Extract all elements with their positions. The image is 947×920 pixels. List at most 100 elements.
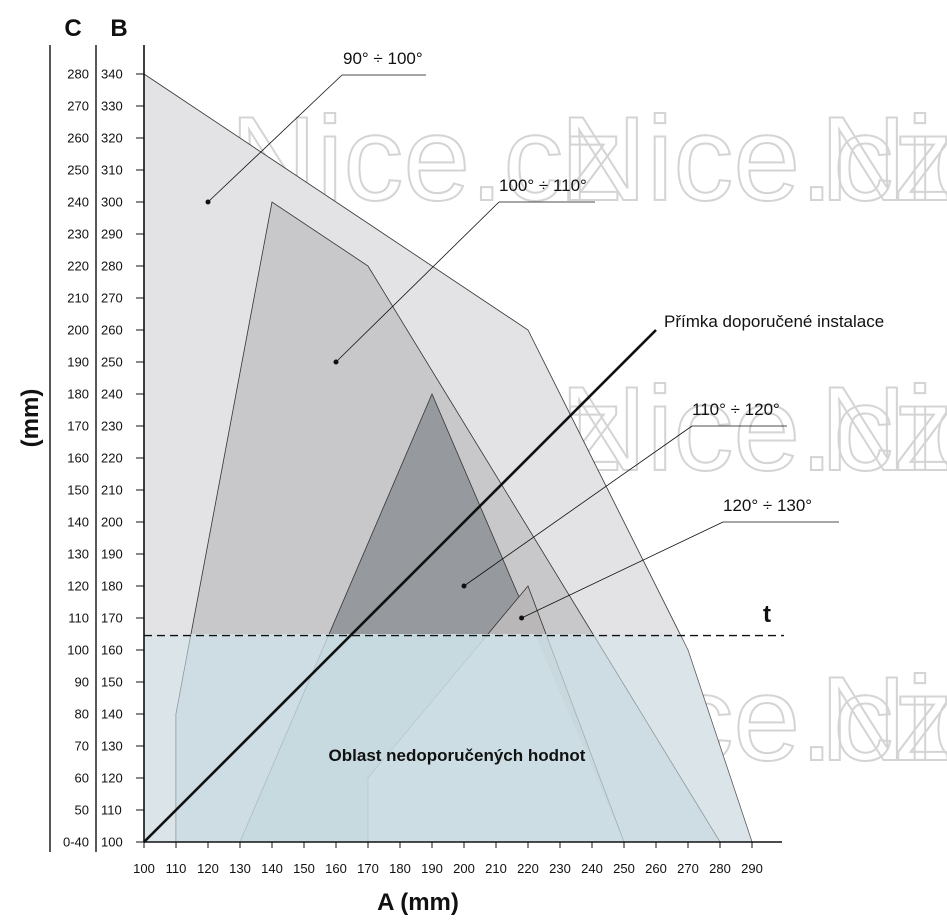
y-tick-C-label: 80 — [75, 707, 89, 722]
y-tick-B-label: 280 — [101, 259, 123, 274]
overlay-area-90-100 — [144, 634, 752, 842]
y-tick-B-label: 100 — [101, 835, 123, 850]
y-tick-C-label: 210 — [67, 291, 89, 306]
y-tick-C-label: 130 — [67, 547, 89, 562]
axis-B-title: B — [110, 15, 127, 42]
x-tick-label: 230 — [549, 861, 571, 876]
y-tick-B-label: 190 — [101, 547, 123, 562]
leader-line-area-120-130 — [521, 521, 724, 619]
x-tick-label: 250 — [613, 861, 635, 876]
x-tick-label: 150 — [293, 861, 315, 876]
y-tick-B-label: 150 — [101, 675, 123, 690]
overlay-clip-group — [144, 634, 752, 842]
y-tick-B-label: 160 — [101, 643, 123, 658]
y-tick-C-label: 280 — [67, 67, 89, 82]
y-tick-B-label: 110 — [101, 803, 122, 818]
y-tick-C-label: 50 — [75, 803, 89, 818]
y-tick-C-label: 150 — [67, 483, 89, 498]
reference-lines — [143, 329, 784, 843]
y-tick-B-label: 260 — [101, 323, 123, 338]
series-label-area-90-100: 90° ÷ 100° — [343, 49, 423, 68]
leader-line-area-90-100 — [207, 74, 343, 203]
y-tick-B-label: 180 — [101, 579, 123, 594]
y-tick-C-label: 60 — [75, 771, 89, 786]
y-tick-B-label: 270 — [101, 291, 123, 306]
watermark-text: Nice.cz — [820, 362, 947, 496]
y-tick-C-label: 240 — [67, 195, 89, 210]
x-tick-label: 110 — [166, 861, 187, 876]
y-tick-B-label: 290 — [101, 227, 123, 242]
x-tick-label: 190 — [421, 861, 443, 876]
series-areas — [143, 73, 753, 843]
y-tick-C-label: 70 — [75, 739, 89, 754]
axis-C-title: C — [64, 15, 81, 42]
y-tick-C-label: 230 — [67, 227, 89, 242]
y-tick-C-label: 260 — [67, 131, 89, 146]
y-tick-C-label: 110 — [68, 611, 89, 626]
x-tick-label: 100 — [133, 861, 155, 876]
y-tick-C-label: 0-40 — [63, 835, 89, 850]
threshold-label-t: t — [763, 601, 771, 628]
x-tick-label: 160 — [325, 861, 347, 876]
x-tick-label: 170 — [357, 861, 379, 876]
x-tick-label: 240 — [581, 861, 603, 876]
y-tick-C-label: 200 — [67, 323, 89, 338]
y-tick-B-label: 210 — [101, 483, 123, 498]
y-tick-C-label: 90 — [75, 675, 89, 690]
series-label-area-100-110: 100° ÷ 110° — [499, 176, 587, 195]
y-tick-B-label: 230 — [101, 419, 123, 434]
y-tick-B-label: 130 — [101, 739, 123, 754]
y-unit-label: (mm) — [17, 389, 44, 448]
overlay-area-110-120 — [240, 634, 624, 842]
y-tick-B-label: 320 — [101, 131, 123, 146]
not-recommended-overlay — [144, 634, 752, 842]
y-tick-C-label: 270 — [67, 99, 89, 114]
y-tick-B-label: 220 — [101, 451, 123, 466]
series-label-area-110-120: 110° ÷ 120° — [692, 400, 780, 419]
x-tick-label: 140 — [261, 861, 283, 876]
x-tick-label: 210 — [485, 861, 507, 876]
y-tick-B-label: 200 — [101, 515, 123, 530]
y-tick-C-label: 160 — [67, 451, 89, 466]
annotations: Přímka doporučené instalace t 90° ÷ 100° 10… — [205, 49, 884, 765]
watermark-text: Nice.cz — [820, 652, 947, 786]
y-tick-C-label: 180 — [67, 387, 89, 402]
leader-line-area-110-120 — [463, 425, 693, 587]
y-tick-B-label: 250 — [101, 355, 123, 370]
y-tick-B-label: 310 — [101, 163, 123, 178]
watermark-text: Nice.cz — [560, 92, 947, 226]
y-tick-B-label: 120 — [101, 771, 123, 786]
y-tick-C-label: 190 — [67, 355, 89, 370]
x-tick-label: 120 — [197, 861, 219, 876]
leader-line-area-100-110 — [335, 201, 500, 363]
y-tick-B-label: 240 — [101, 387, 123, 402]
series-label-area-120-130: 120° ÷ 130° — [723, 496, 812, 515]
watermark-group: Nice.czNice.czNice.czNice.czNice.czNice.… — [229, 91, 947, 787]
x-tick-label: 220 — [517, 861, 539, 876]
y-tick-C-label: 140 — [67, 515, 89, 530]
overlay-area-100-110 — [176, 634, 720, 842]
recommended-installation-line — [143, 329, 657, 843]
x-tick-label: 270 — [677, 861, 699, 876]
x-tick-label: 290 — [741, 861, 763, 876]
x-tick-label: 180 — [389, 861, 411, 876]
y-tick-C-label: 250 — [67, 163, 89, 178]
x-tick-label: 130 — [229, 861, 251, 876]
x-axis-title: A (mm) — [377, 889, 459, 916]
x-tick-label: 200 — [453, 861, 475, 876]
x-tick-label: 260 — [645, 861, 667, 876]
y-tick-B-label: 300 — [101, 195, 123, 210]
axes: 100 110 120 130 140 150 160 170 180 190 200 210 220 2… — [17, 15, 782, 916]
y-tick-B-label: 340 — [101, 67, 123, 82]
not-recommended-region-label: Oblast nedoporučených hodnot — [329, 746, 586, 765]
y-tick-C-label: 100 — [67, 643, 89, 658]
y-tick-C-label: 120 — [67, 579, 89, 594]
y-tick-C-label: 170 — [67, 419, 89, 434]
watermark-text: Nice.cz — [820, 92, 947, 226]
recommended-line-label: Přímka doporučené instalace — [664, 312, 884, 331]
x-tick-label: 280 — [709, 861, 731, 876]
y-tick-B-label: 140 — [101, 707, 123, 722]
y-tick-C-label: 220 — [67, 259, 89, 274]
y-tick-B-label: 170 — [101, 611, 123, 626]
